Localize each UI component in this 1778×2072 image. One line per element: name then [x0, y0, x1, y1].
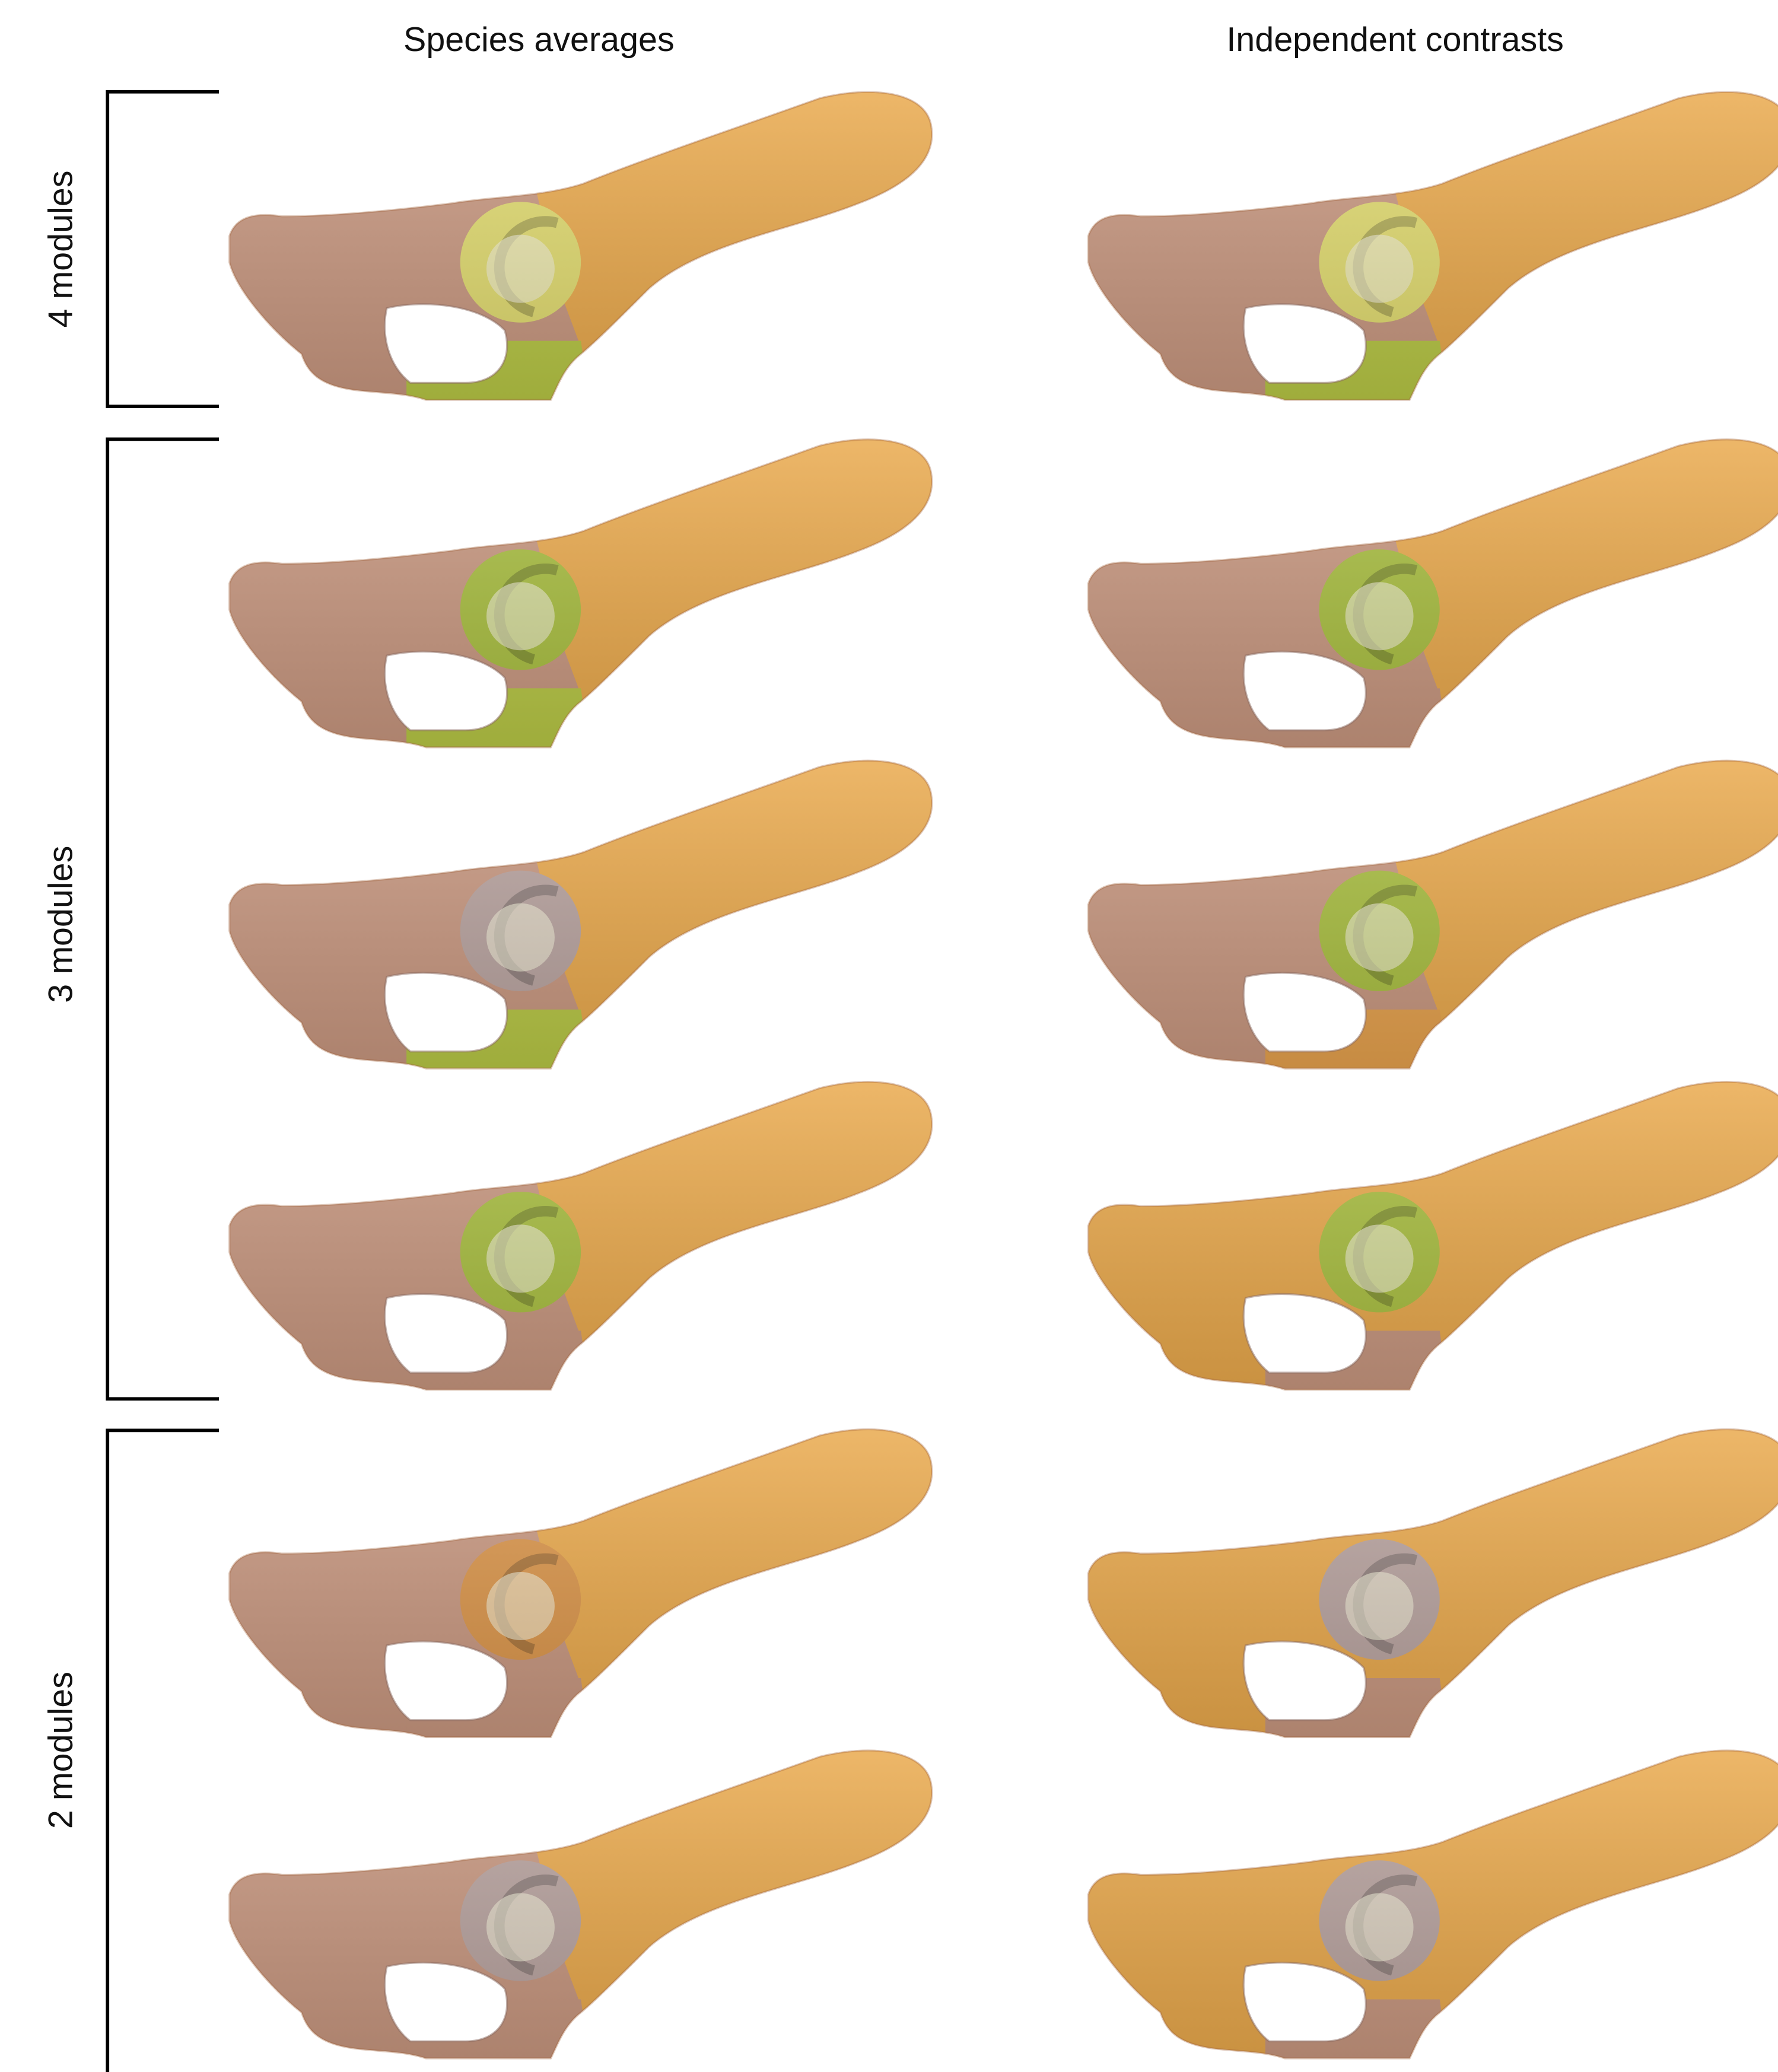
pelvis-regions	[223, 426, 964, 767]
group-label: 2 modules	[42, 1672, 79, 1829]
shading	[1082, 79, 1778, 420]
shading	[1082, 1068, 1778, 1409]
pelvis-regions	[1082, 1068, 1778, 1409]
bracket	[107, 92, 219, 406]
pelvis	[1082, 426, 1778, 767]
pelvis	[223, 747, 964, 1088]
bracket	[107, 1430, 219, 2072]
pelvis-regions	[223, 747, 964, 1088]
pelvis	[1082, 1416, 1778, 1757]
pelvis-regions	[1082, 747, 1778, 1088]
shading	[223, 426, 958, 767]
pelvis-regions	[1082, 426, 1778, 767]
figure: Species averages Independent contrasts 4…	[0, 0, 1778, 2072]
pelvis	[223, 1416, 964, 1757]
pelvis	[223, 79, 964, 420]
pelvis	[1082, 79, 1778, 420]
pelvis	[1082, 747, 1778, 1088]
column-header: Independent contrasts	[1226, 21, 1564, 59]
pelvis	[223, 426, 964, 767]
shading	[1082, 426, 1778, 767]
pelvis-regions	[1082, 1416, 1778, 1757]
pelvis-regions	[223, 1416, 964, 1757]
shading	[223, 1068, 958, 1409]
group-label: 3 modules	[42, 846, 79, 1003]
pelvis	[223, 1068, 964, 1409]
shading	[1082, 747, 1778, 1088]
bracket	[107, 439, 219, 1399]
shading	[223, 1416, 958, 1757]
shading	[1082, 1416, 1778, 1757]
group-label: 4 modules	[42, 170, 79, 327]
pelvis-regions	[223, 79, 964, 420]
pelvis-regions	[223, 1737, 964, 2072]
shading	[223, 79, 958, 420]
shading	[223, 747, 958, 1088]
column-header: Species averages	[403, 21, 675, 59]
pelvis	[1082, 1737, 1778, 2072]
pelvis-regions	[1082, 79, 1778, 420]
pelvis	[223, 1737, 964, 2072]
pelvis	[1082, 1068, 1778, 1409]
shading	[223, 1737, 958, 2072]
pelvis-regions	[223, 1068, 964, 1409]
